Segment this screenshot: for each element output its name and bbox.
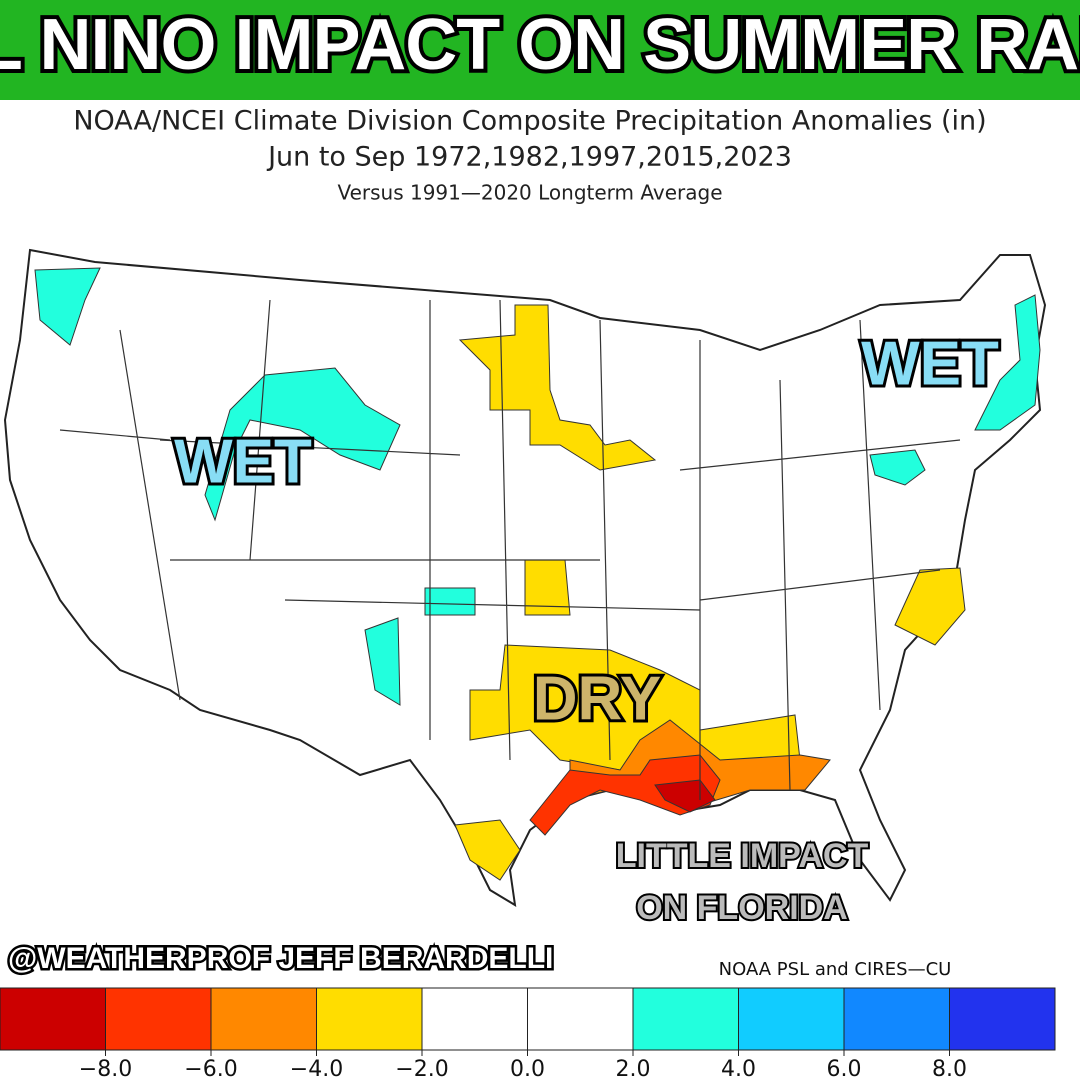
dry-region [454,819,521,881]
title: EL NINO IMPACT ON SUMMER RAIN [0,5,1080,85]
subtitle: Versus 1991—2020 Longterm Average [337,181,722,205]
wet-region [974,294,1041,431]
color-cell [421,987,528,1051]
dry-region [894,567,966,646]
source: NOAA PSL and CIRES—CU [719,959,952,980]
wet-label: WET [174,427,312,496]
dry-region [529,754,721,836]
wet-region [34,267,101,346]
dry-region [458,304,657,471]
wet-region [204,367,401,522]
subtitle: NOAA/NCEI Climate Division Composite Pre… [73,106,986,137]
tick-label: 4.0 [721,1057,756,1080]
tick-label: −2.0 [395,1057,448,1080]
color-cell [316,987,423,1051]
us-map [3,248,1047,907]
wet-region [869,449,926,486]
wet-region [424,587,476,616]
wet-region [364,617,401,706]
color-cell [210,987,317,1051]
tick-label: −6.0 [184,1057,237,1080]
wet-label: WET [861,329,999,398]
credit: @WEATHERPROF JEFF BERARDELLI [8,942,553,975]
subtitle: Jun to Sep 1972,1982,1997,2015,2023 [266,142,792,173]
tick-label: −8.0 [79,1057,132,1080]
color-cell [105,987,212,1051]
color-cell [0,987,106,1051]
florida-note: ON FLORIDA [636,889,848,927]
dry-label: DRY [533,664,662,733]
color-cell [738,987,845,1051]
color-cell [949,987,1056,1051]
color-cell [632,987,739,1051]
title-banner [0,0,1080,100]
tick-label: 0.0 [510,1057,545,1080]
colorbar: −8.0 −6.0 −4.0 −2.0 0.0 2.0 4.0 6.0 8.0 [0,987,1056,1080]
tick-label: 6.0 [827,1057,862,1080]
tick-label: 8.0 [932,1057,967,1080]
state-line [59,299,961,800]
tick-label: −4.0 [290,1057,343,1080]
color-cell [843,987,950,1051]
color-cell [527,987,634,1051]
florida-note: LITTLE IMPACT [616,837,869,875]
tick-label: 2.0 [616,1057,651,1080]
